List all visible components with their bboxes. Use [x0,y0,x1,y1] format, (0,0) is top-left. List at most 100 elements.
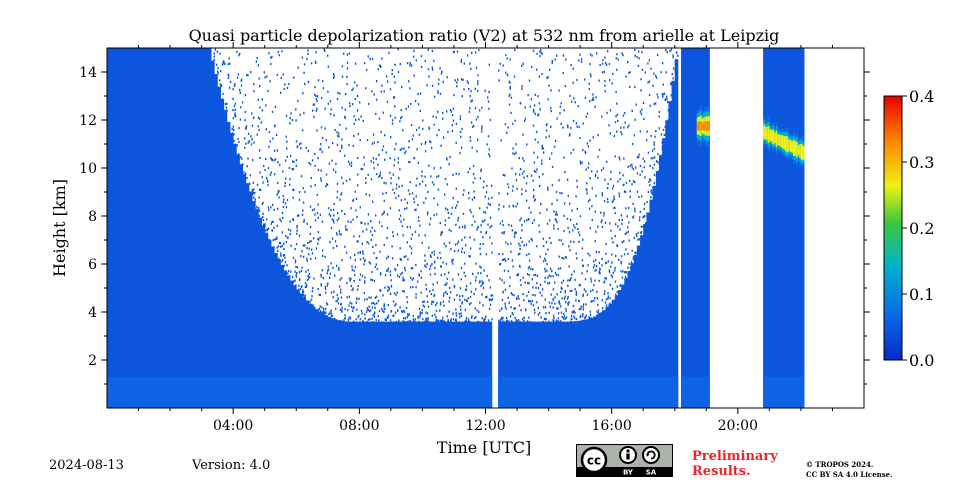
speckle-pixel [572,148,575,151]
speckle-pixel [401,310,404,314]
boundary-layer-cell [378,376,382,408]
speckle-pixel [591,218,593,222]
speckle-pixel [551,165,554,168]
speckle-pixel [418,219,420,223]
speckle-pixel [472,172,475,175]
speckle-pixel [422,127,424,131]
speckle-pixel [467,318,470,321]
speckle-pixel [433,197,435,200]
speckle-pixel [488,90,490,94]
speckle-pixel [310,240,312,243]
speckle-pixel [374,303,376,306]
speckle-pixel [542,147,544,150]
speckle-pixel [456,204,458,207]
heatmap-column [182,48,187,408]
speckle-pixel [603,281,605,284]
boundary-layer-cell [517,376,521,408]
speckle-pixel [499,309,501,312]
speckle-pixel [588,82,590,85]
speckle-pixel [294,279,296,282]
speckle-pixel [295,140,298,143]
speckle-pixel [286,147,288,150]
speckle-pixel [322,311,324,315]
heatmap-column [479,321,483,408]
speckle-pixel [488,107,490,110]
speckle-pixel [348,144,350,147]
speckle-pixel [264,229,267,232]
speckle-pixel [653,182,655,185]
speckle-pixel [354,253,356,256]
speckle-pixel [539,212,541,215]
speckle-pixel [477,320,479,323]
speckle-pixel [281,231,284,234]
boundary-layer-cell [614,376,619,408]
speckle-pixel [246,165,248,168]
speckle-pixel [601,62,604,65]
speckle-pixel [548,135,550,138]
speckle-pixel [455,321,457,324]
speckle-pixel [566,217,569,220]
speckle-pixel [604,84,606,87]
speckle-pixel [448,163,450,166]
speckle-pixel [442,321,444,324]
heatmap-column [567,321,572,408]
speckle-pixel [366,139,369,142]
speckle-pixel [619,158,621,161]
speckle-pixel [446,277,449,280]
speckle-pixel [240,84,243,87]
speckle-pixel [476,309,478,312]
speckle-pixel [368,102,370,106]
speckle-pixel [320,97,323,100]
heatmap-column [595,314,600,408]
speckle-pixel [263,223,265,226]
speckle-pixel [383,307,386,310]
speckle-pixel [426,213,429,216]
speckle-pixel [507,126,509,129]
boundary-layer-cell [621,376,625,408]
speckle-pixel [452,318,455,321]
speckle-pixel [595,265,598,268]
speckle-pixel [587,166,589,169]
speckle-pixel [244,119,246,122]
speckle-pixel [536,301,538,304]
speckle-pixel [602,59,604,62]
speckle-pixel [472,272,474,275]
speckle-pixel [574,278,576,281]
speckle-pixel [594,279,596,282]
speckle-pixel [648,93,651,97]
speckle-pixel [345,251,348,254]
speckle-pixel [598,261,600,265]
boundary-layer-cell [195,376,199,408]
speckle-pixel [370,230,372,233]
speckle-pixel [420,276,423,279]
speckle-pixel [601,225,604,228]
speckle-pixel [593,299,595,302]
speckle-pixel [528,316,530,319]
speckle-pixel [559,105,561,108]
speckle-pixel [316,100,318,103]
speckle-pixel [453,250,456,253]
speckle-pixel [563,315,566,318]
speckle-pixel [648,80,651,83]
speckle-pixel [491,298,494,301]
speckle-pixel [358,118,360,121]
speckle-pixel [513,307,515,310]
speckle-pixel [466,54,469,57]
speckle-pixel [385,182,387,185]
speckle-pixel [475,276,477,279]
speckle-pixel [479,177,482,180]
speckle-pixel [601,169,603,172]
speckle-pixel [252,159,254,162]
cloud-cell [794,145,797,153]
speckle-pixel [446,282,448,285]
speckle-pixel [539,291,541,294]
speckle-pixel [409,62,411,65]
speckle-pixel [450,110,453,113]
speckle-pixel [237,137,239,141]
speckle-pixel [588,207,591,210]
speckle-pixel [475,279,477,282]
speckle-pixel [562,317,565,320]
speckle-pixel [548,274,550,277]
speckle-pixel [636,234,638,237]
speckle-pixel [271,158,273,162]
